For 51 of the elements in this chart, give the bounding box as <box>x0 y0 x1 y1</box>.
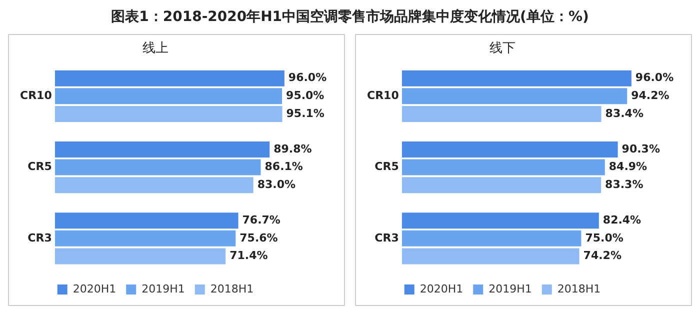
data-label: 96.0% <box>635 71 674 84</box>
y-tick-label: CR3 <box>374 231 399 244</box>
data-label: 75.0% <box>585 231 624 244</box>
bar <box>54 159 261 176</box>
legend-label: 2019H1 <box>142 282 185 296</box>
data-label: 90.3% <box>622 142 660 156</box>
legend-label: 2018H1 <box>557 282 601 296</box>
legend-label: 2018H1 <box>210 282 254 296</box>
data-label: 95.1% <box>286 106 324 120</box>
data-label: 84.9% <box>608 160 648 174</box>
bar <box>54 248 226 264</box>
data-label: 83.4% <box>605 106 644 120</box>
chart-subtitle: 线上 <box>142 41 168 56</box>
data-label: 71.4% <box>230 249 268 262</box>
y-tick-label: CR5 <box>374 160 399 174</box>
y-tick-label: CR10 <box>20 89 52 102</box>
bar <box>54 177 254 194</box>
bar <box>54 70 284 86</box>
y-tick-label: CR5 <box>28 160 52 174</box>
bar <box>402 230 582 246</box>
bar <box>54 142 270 158</box>
bar <box>402 106 602 122</box>
bar <box>54 212 238 229</box>
legend-label: 2020H1 <box>72 282 116 296</box>
data-label: 89.8% <box>274 142 312 156</box>
text: 图表1：2018-2020年H1中国空调零售市场品牌集中度变化情况(单位：%) <box>110 8 590 27</box>
bar <box>402 142 618 158</box>
bar <box>402 88 628 104</box>
bar <box>54 106 282 122</box>
data-label: 76.7% <box>242 214 280 227</box>
data-label: 75.6% <box>240 231 278 244</box>
bar <box>402 159 605 176</box>
bar <box>402 248 580 264</box>
y-tick-label: CR3 <box>28 231 52 244</box>
bar <box>402 212 599 229</box>
bar <box>54 88 282 104</box>
bar <box>54 230 236 246</box>
data-label: 94.2% <box>631 89 670 102</box>
data-label: 86.1% <box>264 160 303 174</box>
legend-label: 2019H1 <box>488 282 532 296</box>
data-label: 83.3% <box>605 178 644 191</box>
data-label: 96.0% <box>288 71 327 84</box>
bar <box>402 70 632 86</box>
data-label: 95.0% <box>286 89 324 102</box>
y-tick-label: CR10 <box>366 89 400 102</box>
legend-label: 2020H1 <box>420 282 464 296</box>
bar <box>402 177 602 194</box>
chart-title: 线下 <box>490 41 516 56</box>
data-label: 83.0% <box>257 178 296 191</box>
data-label: 74.2% <box>583 249 622 262</box>
data-label: 82.4% <box>602 214 642 227</box>
